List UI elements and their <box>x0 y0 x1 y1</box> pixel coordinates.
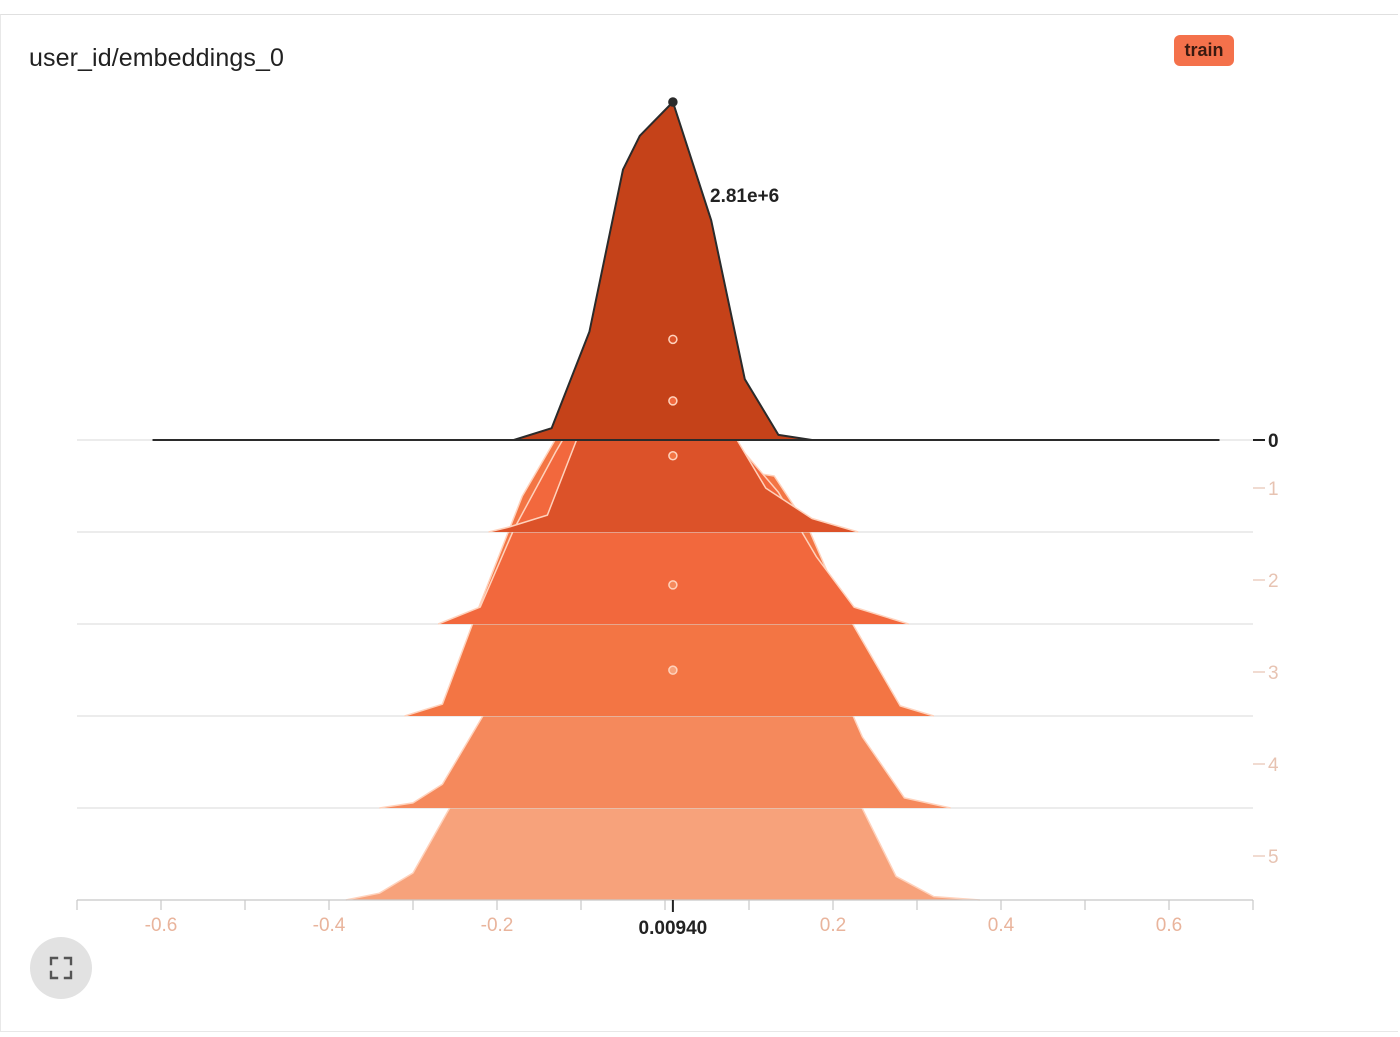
ridge-area-0 <box>152 102 1220 440</box>
hover-dot-step-0 <box>668 97 678 107</box>
hover-dot-step-5 <box>668 665 678 675</box>
chart-title: user_id/embeddings_0 <box>29 44 284 72</box>
x-tick-label: 0.2 <box>820 915 846 936</box>
hover-x-label: 0.00940 <box>639 918 708 939</box>
ridge-step-0 <box>77 101 1253 441</box>
step-tick-label: 4 <box>1268 755 1279 776</box>
step-tick-label: 5 <box>1268 847 1279 868</box>
step-tick-label: 0 <box>1268 431 1279 452</box>
step-tick-label: 2 <box>1268 571 1279 592</box>
hover-layer: 0.00940 2.81e+6 <box>639 97 779 939</box>
hover-dot-step-2 <box>668 396 678 406</box>
x-tick-label: -0.2 <box>481 915 514 936</box>
fullscreen-button[interactable] <box>30 937 92 999</box>
run-badge-train[interactable]: train <box>1174 35 1234 66</box>
x-tick-label: -0.4 <box>313 915 346 936</box>
hover-value-label: 2.81e+6 <box>710 186 779 207</box>
ridge-line-0 <box>152 101 1220 441</box>
step-tick-label: 3 <box>1268 663 1279 684</box>
fullscreen-icon <box>49 956 73 980</box>
hover-dot-step-1 <box>668 334 678 345</box>
step-axis: 0 1 2 3 4 5 <box>1253 431 1279 868</box>
x-tick-label: -0.6 <box>145 915 178 936</box>
step-tick-label: 1 <box>1268 479 1279 500</box>
x-tick-label: 0.6 <box>1156 915 1182 936</box>
x-tick-label: 0.4 <box>988 915 1015 936</box>
ridge-series-group <box>77 101 1253 901</box>
x-axis: -0.6 -0.4 -0.2 0.2 0.4 0.6 <box>76 899 1254 936</box>
hover-dot-step-3 <box>668 450 678 461</box>
hover-dot-step-4 <box>668 580 678 590</box>
